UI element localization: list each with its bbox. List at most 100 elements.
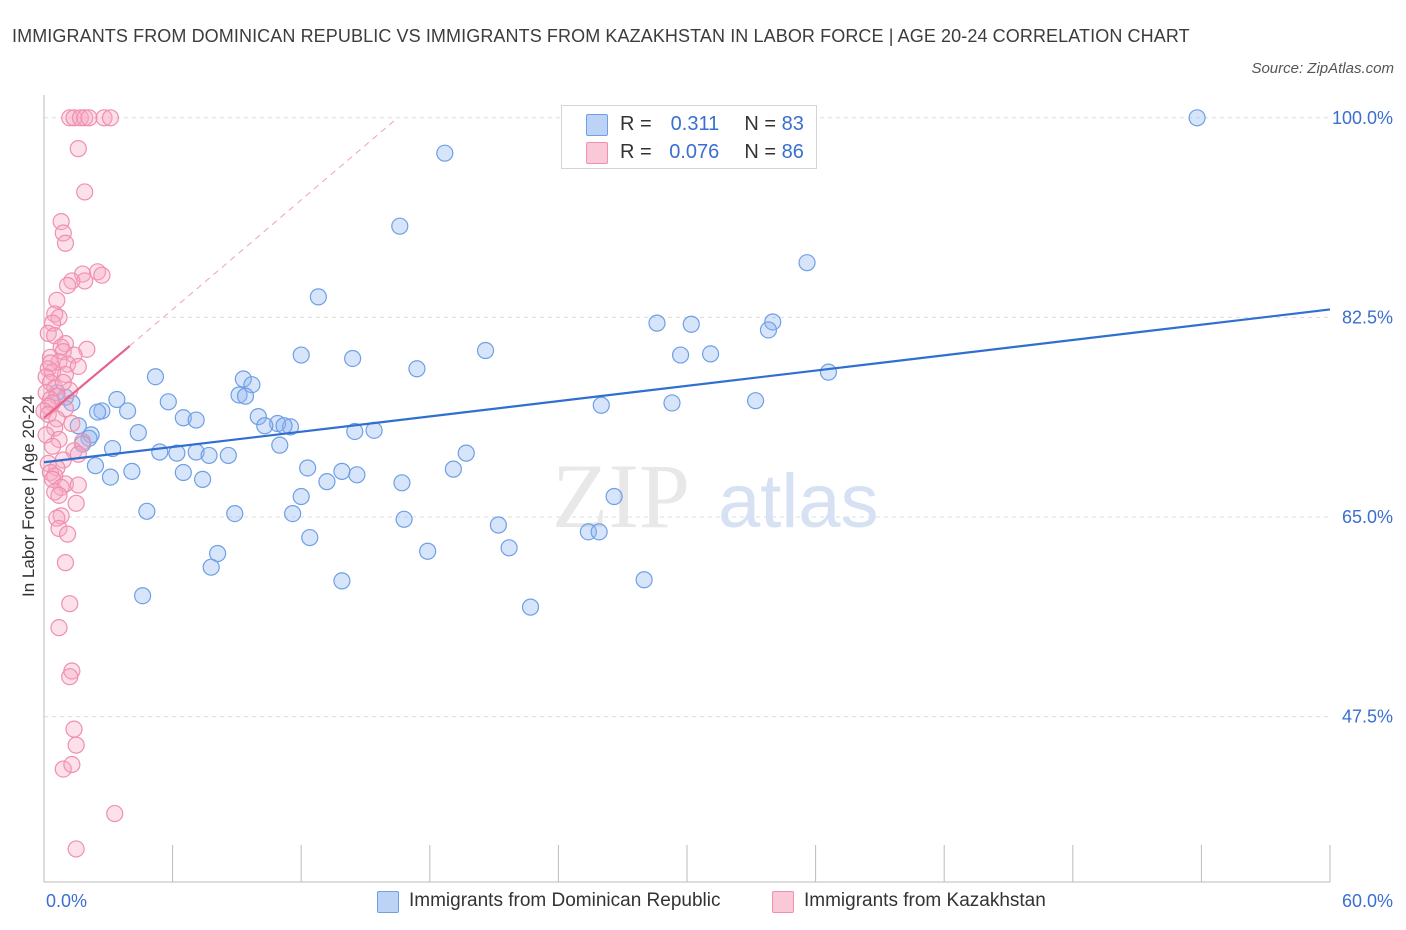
n-label: N = <box>744 141 777 163</box>
r-value-kazakhstan: 0.076 <box>669 141 720 163</box>
y-tick-label: 82.5% <box>1342 307 1393 327</box>
point-dominican <box>1188 109 1206 127</box>
point-dominican <box>129 424 147 442</box>
point-dominican <box>819 363 838 381</box>
point-dominican <box>635 571 653 589</box>
point-dominican <box>590 523 608 541</box>
point-dominican <box>138 502 156 520</box>
x-tick-label-max: 60.0% <box>1342 891 1393 911</box>
point-dominican <box>605 487 623 506</box>
point-kazakhstan <box>76 272 94 290</box>
r-label: R = <box>620 113 652 135</box>
point-dominican <box>500 539 518 557</box>
point-dominican <box>648 314 666 332</box>
point-kazakhstan <box>65 720 83 738</box>
point-dominican <box>236 387 255 405</box>
grid-lines <box>44 117 1330 718</box>
point-dominican <box>759 321 778 339</box>
point-kazakhstan <box>48 509 66 527</box>
point-dominican <box>701 345 720 363</box>
point-dominican <box>436 144 454 162</box>
point-dominican <box>333 462 351 480</box>
point-dominican <box>671 346 690 364</box>
point-kazakhstan <box>58 276 77 295</box>
point-dominican <box>391 217 409 235</box>
point-dominican <box>281 418 300 436</box>
point-kazakhstan <box>67 494 85 512</box>
watermark-zip: ZIP <box>552 445 690 547</box>
point-dominican <box>419 542 437 560</box>
point-kazakhstan <box>43 314 62 332</box>
point-kazakhstan <box>39 324 57 342</box>
point-kazakhstan <box>106 804 124 823</box>
point-kazakhstan <box>61 595 79 613</box>
series-name-dominican: Immigrants from Dominican Republic <box>409 890 721 911</box>
n-value-kazakhstan: 86 <box>781 141 804 163</box>
point-dominican <box>168 444 186 462</box>
point-kazakhstan <box>95 109 113 127</box>
point-dominican <box>123 462 141 480</box>
tick-labels: 47.5% 65.0% 82.5% 100.0% 0.0% 60.0% <box>46 108 1393 911</box>
point-kazakhstan <box>63 755 81 774</box>
point-dominican <box>457 444 475 462</box>
trendline-kazakhstan-extension <box>129 117 398 347</box>
point-dominican <box>333 572 351 590</box>
point-kazakhstan <box>63 414 81 433</box>
y-tick-label: 47.5% <box>1342 707 1393 727</box>
point-dominican <box>86 457 105 475</box>
point-kazakhstan <box>58 355 77 373</box>
series-dominican <box>48 109 1206 616</box>
point-dominican <box>292 346 310 364</box>
point-dominican <box>174 409 192 427</box>
point-dominican <box>226 504 244 523</box>
point-dominican <box>234 370 252 388</box>
y-tick-label: 100.0% <box>1332 108 1393 128</box>
point-dominican <box>133 587 152 605</box>
point-dominican <box>187 411 205 429</box>
point-dominican <box>476 341 495 360</box>
x-tick-label-min: 0.0% <box>46 891 87 911</box>
point-kazakhstan <box>41 354 60 372</box>
point-dominican <box>269 414 287 433</box>
point-dominican <box>200 446 218 465</box>
point-kazakhstan <box>54 760 72 778</box>
point-dominican <box>271 436 289 454</box>
point-dominican <box>682 315 700 333</box>
trendline-kazakhstan <box>43 345 131 419</box>
point-kazakhstan <box>50 430 68 449</box>
n-value-dominican: 83 <box>781 113 804 135</box>
point-kazakhstan <box>67 736 85 754</box>
point-dominican <box>764 313 782 331</box>
legend-swatch-blue <box>586 114 608 136</box>
point-dominican <box>346 422 364 441</box>
point-kazakhstan <box>69 140 87 158</box>
point-dominican <box>301 528 319 547</box>
point-kazakhstan <box>54 373 72 392</box>
y-tick-label: 65.0% <box>1342 507 1393 527</box>
point-kazakhstan <box>93 266 111 284</box>
y-axis-label: In Labor Force | Age 20-24 <box>19 395 38 597</box>
trendline-dominican <box>43 308 1331 464</box>
point-dominican <box>230 386 248 404</box>
zipatlas-watermark: ZIP atlas <box>552 445 879 547</box>
point-dominican <box>194 470 212 488</box>
point-dominican <box>393 474 411 492</box>
point-dominican <box>318 473 336 491</box>
point-kazakhstan <box>43 437 62 455</box>
point-dominican <box>292 487 310 506</box>
point-kazakhstan <box>80 109 98 127</box>
point-dominican <box>151 443 169 461</box>
point-dominican <box>348 466 366 484</box>
point-kazakhstan <box>56 554 75 572</box>
point-dominican <box>202 558 220 576</box>
point-dominican <box>284 504 302 523</box>
point-dominican <box>88 403 107 421</box>
point-dominican <box>746 392 765 410</box>
legend-swatch-pink <box>586 142 608 164</box>
point-dominican <box>663 394 681 412</box>
point-dominican <box>299 459 317 477</box>
point-dominican <box>521 598 540 616</box>
point-kazakhstan <box>73 265 92 283</box>
point-kazakhstan <box>76 109 94 127</box>
